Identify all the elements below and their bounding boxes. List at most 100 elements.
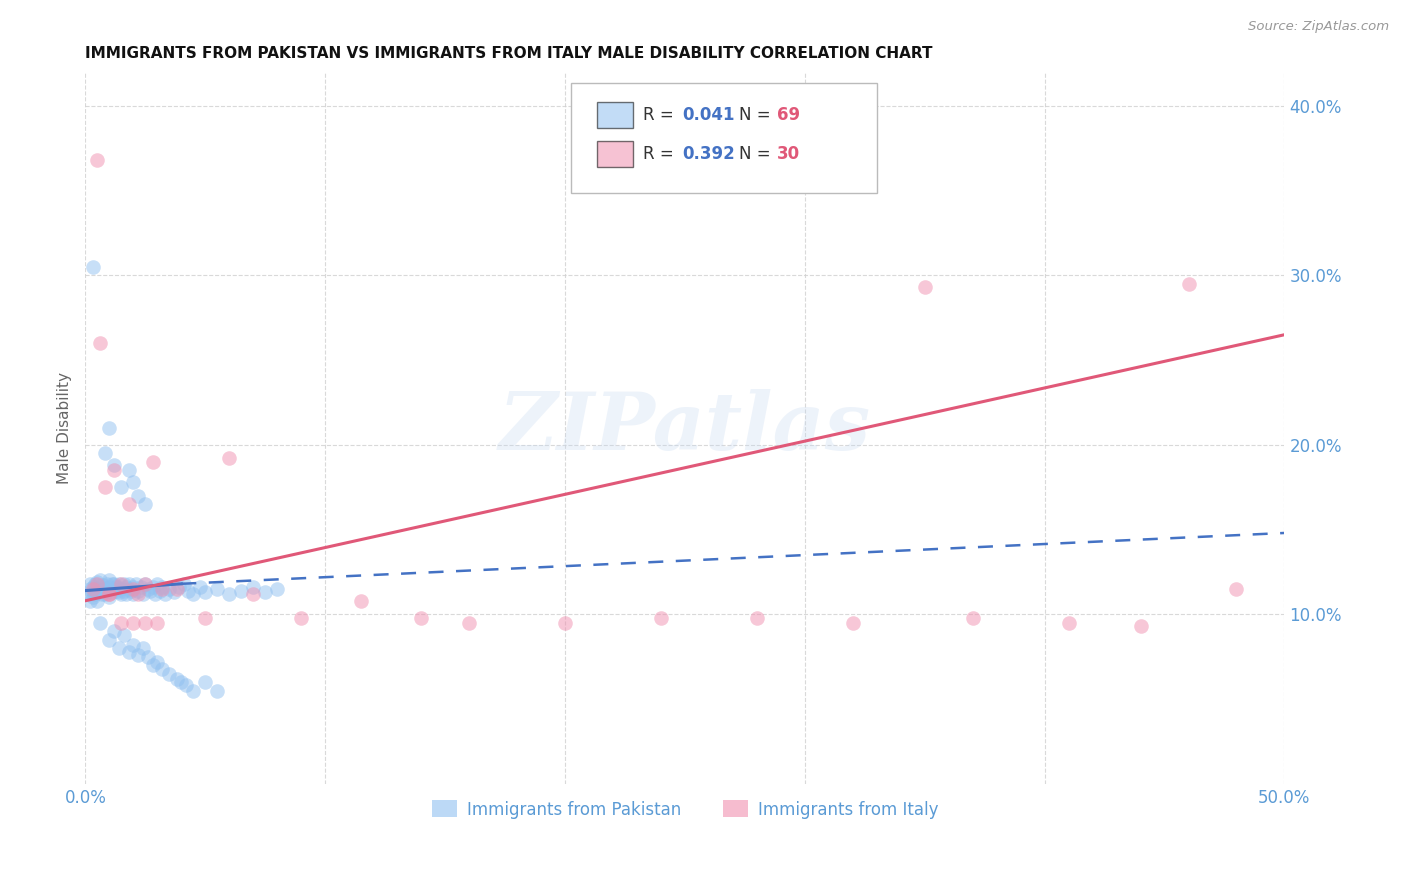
Text: 69: 69 bbox=[778, 106, 800, 124]
Point bbox=[86, 582, 108, 596]
Text: ZIPatlas: ZIPatlas bbox=[499, 389, 870, 467]
Point bbox=[181, 587, 204, 601]
Point bbox=[411, 610, 433, 624]
Point bbox=[166, 672, 188, 686]
Point bbox=[98, 587, 121, 601]
Point bbox=[218, 587, 240, 601]
Point bbox=[143, 587, 166, 601]
Point bbox=[127, 489, 149, 503]
Point bbox=[141, 658, 163, 673]
Point bbox=[207, 582, 229, 596]
Point bbox=[134, 576, 156, 591]
Point bbox=[218, 451, 240, 466]
Point bbox=[98, 574, 121, 588]
Point bbox=[458, 615, 481, 630]
Point bbox=[103, 576, 125, 591]
Point bbox=[157, 582, 180, 596]
Point bbox=[105, 580, 128, 594]
Point bbox=[194, 585, 217, 599]
Point bbox=[166, 582, 188, 596]
Point bbox=[82, 580, 104, 594]
Point bbox=[100, 576, 122, 591]
Point bbox=[170, 675, 193, 690]
Point bbox=[117, 576, 139, 591]
Point bbox=[91, 578, 114, 592]
Point bbox=[194, 675, 217, 690]
Point bbox=[86, 576, 108, 591]
Point bbox=[231, 583, 253, 598]
Point bbox=[86, 593, 108, 607]
Point bbox=[127, 587, 149, 601]
Point bbox=[91, 587, 114, 601]
Point bbox=[290, 610, 312, 624]
Text: 0.041: 0.041 bbox=[682, 106, 735, 124]
Text: 30: 30 bbox=[778, 145, 800, 163]
Point bbox=[96, 583, 118, 598]
Point bbox=[82, 585, 104, 599]
Point bbox=[266, 582, 288, 596]
Text: N =: N = bbox=[740, 145, 776, 163]
Point bbox=[89, 583, 111, 598]
Point bbox=[84, 587, 107, 601]
Point bbox=[134, 497, 156, 511]
Point bbox=[914, 280, 936, 294]
Point bbox=[93, 587, 115, 601]
Point bbox=[1129, 619, 1152, 633]
Point bbox=[122, 582, 145, 596]
Point bbox=[141, 580, 163, 594]
Point bbox=[194, 610, 217, 624]
Point bbox=[76, 587, 98, 601]
Point bbox=[89, 574, 111, 588]
Point bbox=[134, 576, 156, 591]
FancyBboxPatch shape bbox=[571, 83, 877, 193]
Point bbox=[207, 683, 229, 698]
Point bbox=[100, 585, 122, 599]
Point bbox=[98, 421, 121, 435]
Point bbox=[89, 615, 111, 630]
Point bbox=[82, 591, 104, 605]
Point bbox=[117, 582, 139, 596]
Point bbox=[105, 583, 128, 598]
Point bbox=[167, 580, 190, 594]
Point bbox=[103, 458, 125, 473]
Text: R =: R = bbox=[643, 106, 679, 124]
Point bbox=[117, 644, 139, 658]
Point bbox=[141, 455, 163, 469]
Point bbox=[132, 587, 155, 601]
Point bbox=[89, 336, 111, 351]
Point bbox=[93, 446, 115, 460]
Point bbox=[93, 582, 115, 596]
Point bbox=[110, 576, 132, 591]
Point bbox=[150, 582, 173, 596]
Point bbox=[153, 587, 176, 601]
Point bbox=[122, 475, 145, 490]
Point bbox=[745, 610, 768, 624]
Point bbox=[112, 583, 135, 598]
Text: 0.392: 0.392 bbox=[682, 145, 735, 163]
Point bbox=[554, 615, 576, 630]
Point bbox=[242, 580, 264, 594]
Point bbox=[110, 615, 132, 630]
Text: N =: N = bbox=[740, 106, 776, 124]
Point bbox=[125, 576, 148, 591]
Point bbox=[96, 576, 118, 591]
Point bbox=[136, 582, 159, 596]
Point bbox=[157, 666, 180, 681]
Point bbox=[1177, 277, 1199, 291]
Point bbox=[108, 576, 131, 591]
Point bbox=[177, 583, 200, 598]
Point bbox=[173, 576, 195, 591]
Point bbox=[115, 580, 138, 594]
Point bbox=[150, 661, 173, 675]
Point bbox=[350, 593, 373, 607]
Point bbox=[190, 580, 212, 594]
Point bbox=[136, 649, 159, 664]
Point bbox=[842, 615, 865, 630]
Point bbox=[146, 615, 169, 630]
Point bbox=[93, 480, 115, 494]
Point bbox=[163, 585, 186, 599]
Point bbox=[117, 497, 139, 511]
Point bbox=[181, 683, 204, 698]
Point bbox=[242, 587, 264, 601]
Text: Source: ZipAtlas.com: Source: ZipAtlas.com bbox=[1249, 20, 1389, 33]
